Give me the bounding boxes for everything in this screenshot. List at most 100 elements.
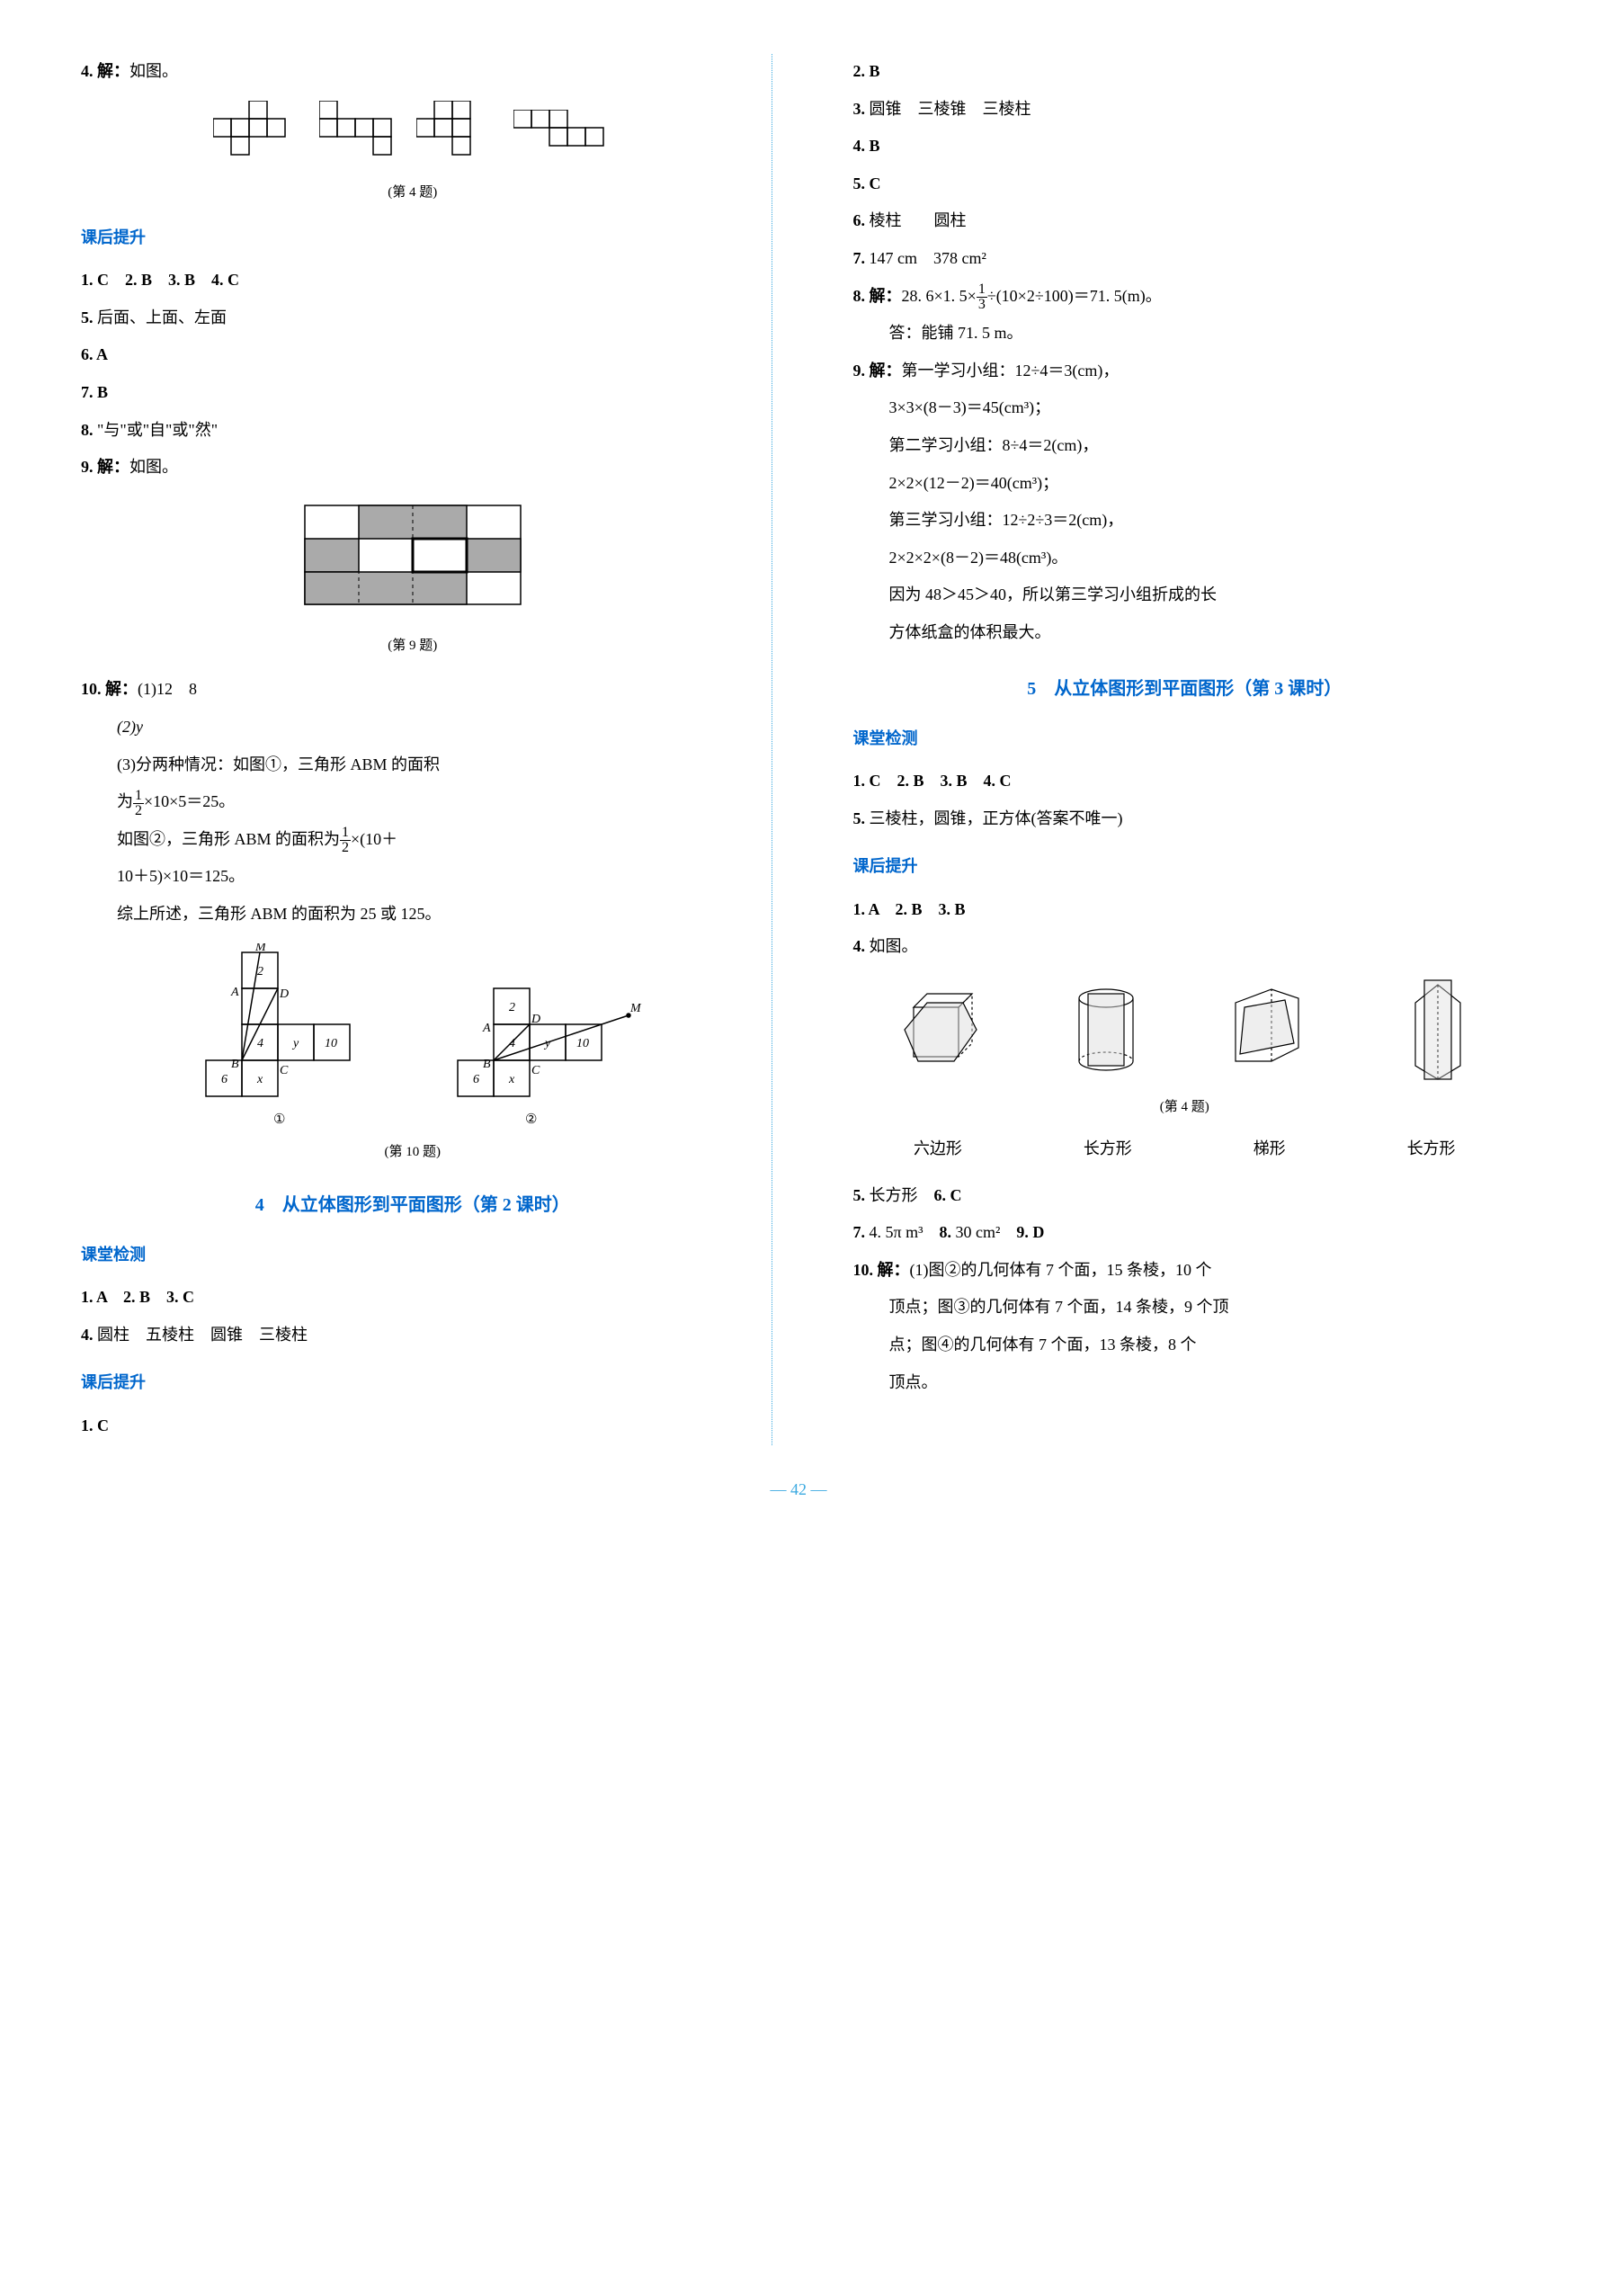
s4-l1: 1. A 2. B 3. C xyxy=(81,1280,745,1316)
s5-h4-text: 如图。 xyxy=(870,937,918,955)
s4-l4: 4. 圆柱 五棱柱 圆锥 三棱柱 xyxy=(81,1318,745,1353)
page-content: 4. 解：如图。 xyxy=(81,54,1516,1445)
r3: 3. 圆锥 三棱锥 三棱柱 xyxy=(853,92,1517,128)
net-svg-3 xyxy=(416,101,497,173)
l8-text: "与"或"自"或"然" xyxy=(97,421,218,439)
r3-label: 3. xyxy=(853,100,870,118)
svg-text:y: y xyxy=(291,1037,299,1050)
r9-f: 2×2×2×(8－2)＝48(cm³)。 xyxy=(853,540,1517,576)
r8: 8. 解：28. 6×1. 5×13÷(10×2÷100)＝71. 5(m)。 xyxy=(853,279,1517,315)
q4-figure: (第 4 题) xyxy=(81,101,745,208)
s5-h10: 10. 解：(1)图②的几何体有 7 个面，15 条棱，10 个 xyxy=(853,1253,1517,1289)
s4-h1: 1. C xyxy=(81,1408,745,1444)
left-column: 4. 解：如图。 xyxy=(81,54,772,1445)
r9: 9. 解：第一学习小组：12÷4＝3(cm)， xyxy=(853,353,1517,389)
svg-text:A: A xyxy=(482,1022,491,1035)
q4r-figure: (第 4 题) 六边形 长方形 梯形 长方形 xyxy=(853,976,1517,1167)
svg-text:B: B xyxy=(231,1058,239,1071)
r7-text: 147 cm 378 cm² xyxy=(870,249,986,267)
svg-text:D: D xyxy=(279,987,289,1001)
page-number: — 42 — xyxy=(81,1472,1516,1508)
svg-text:M: M xyxy=(629,1002,642,1015)
l10-3e: 综上所述，三角形 ABM 的面积为 25 或 125。 xyxy=(81,897,745,933)
r9-g: 因为 48＞45＞40，所以第三学习小组折成的长 xyxy=(853,577,1517,613)
svg-text:4: 4 xyxy=(257,1037,263,1050)
s5-l5-text: 三棱柱，圆锥，正方体(答案不唯一) xyxy=(870,809,1123,827)
sub-head-3: 课后提升 xyxy=(81,1365,745,1401)
r8-label: 8. 解： xyxy=(853,287,902,305)
q9-caption: (第 9 题) xyxy=(81,631,745,661)
l9-label: 9. 解： xyxy=(81,458,129,476)
svg-text:2: 2 xyxy=(257,965,263,978)
s5-h7-text: 4. 5π m³ xyxy=(870,1223,940,1241)
circle-1: ① xyxy=(273,1112,285,1127)
cross-svg-2: M A B C D 2 4 y 10 6 x ② xyxy=(422,943,656,1132)
l10-3b: 为12×10×5＝25。 xyxy=(81,784,745,820)
r9-d: 2×2×(12－2)＝40(cm³)； xyxy=(853,466,1517,502)
r5: 5. C xyxy=(853,166,1517,202)
s5-h5-label: 5. xyxy=(853,1186,870,1204)
r2: 2. B xyxy=(853,54,1517,90)
l5-text: 后面、上面、左面 xyxy=(97,308,227,326)
l10-1: (1)12 8 xyxy=(138,680,197,698)
s5-h4-label: 4. xyxy=(853,937,870,955)
l8-label: 8. xyxy=(81,421,97,439)
net-svg-1 xyxy=(213,101,303,173)
l9-text: 如图。 xyxy=(129,458,178,476)
s5-h8-label: 8. xyxy=(940,1223,956,1241)
r9-b: 3×3×(8－3)＝45(cm³)； xyxy=(853,390,1517,426)
l1: 1. C 2. B 3. B 4. C xyxy=(81,263,745,299)
right-column: 2. B 3. 圆锥 三棱锥 三棱柱 4. B 5. C 6. 棱柱 圆柱 7.… xyxy=(826,54,1517,1445)
shape-rect xyxy=(1393,976,1483,1084)
section-4-head: 4 从立体图形到平面图形（第 2 课时） xyxy=(81,1185,745,1225)
r9-a: 第一学习小组：12÷4＝3(cm)， xyxy=(902,362,1120,380)
r6-text: 棱柱 圆柱 xyxy=(870,211,967,229)
s5-h10-label: 10. 解： xyxy=(853,1261,910,1279)
q10-figure: M A B C D 2 4 y 10 6 x ① xyxy=(81,943,745,1167)
s5-l5: 5. 三棱柱，圆锥，正方体(答案不唯一) xyxy=(853,801,1517,837)
s5-h5-6: 5. 长方形 6. C xyxy=(853,1178,1517,1214)
svg-text:B: B xyxy=(483,1058,491,1071)
r6: 6. 棱柱 圆柱 xyxy=(853,203,1517,239)
r9-label: 9. 解： xyxy=(853,362,902,380)
l10: 10. 解：(1)12 8 xyxy=(81,672,745,708)
r7-label: 7. xyxy=(853,249,870,267)
svg-text:2: 2 xyxy=(509,1001,515,1014)
q4-caption: (第 4 题) xyxy=(81,178,745,208)
svg-text:A: A xyxy=(230,986,239,999)
s5-h1: 1. A 2. B 3. B xyxy=(853,892,1517,928)
shape-label-3: 梯形 xyxy=(1254,1131,1286,1167)
circle-2: ② xyxy=(525,1112,537,1127)
svg-text:4: 4 xyxy=(509,1037,515,1050)
r8-b: 答：能铺 71. 5 m。 xyxy=(853,316,1517,352)
sub-head-2: 课堂检测 xyxy=(81,1237,745,1273)
l7: 7. B xyxy=(81,375,745,411)
s5-h9: 9. D xyxy=(1016,1223,1044,1241)
svg-text:D: D xyxy=(531,1013,540,1026)
sub-c2: 课后提升 xyxy=(853,849,1517,885)
l10-label: 10. 解： xyxy=(81,680,138,698)
s5-h8-text: 30 cm² xyxy=(956,1223,1017,1241)
l10-3d: 10＋5)×10＝125。 xyxy=(81,859,745,895)
q4-text: 如图。 xyxy=(129,62,178,80)
svg-text:x: x xyxy=(508,1073,515,1086)
s5-h10-a: (1)图②的几何体有 7 个面，15 条棱，10 个 xyxy=(910,1261,1212,1279)
q10-caption: (第 10 题) xyxy=(81,1138,745,1167)
s4-l4-label: 4. xyxy=(81,1326,97,1344)
s5-h10-d: 顶点。 xyxy=(853,1365,1517,1401)
s5-h5-text: 长方形 xyxy=(870,1186,934,1204)
svg-text:6: 6 xyxy=(473,1073,479,1086)
svg-text:10: 10 xyxy=(576,1037,589,1050)
r6-label: 6. xyxy=(853,211,870,229)
shape-label-2: 长方形 xyxy=(1084,1131,1132,1167)
shape-label-1: 六边形 xyxy=(914,1131,962,1167)
svg-text:C: C xyxy=(280,1064,289,1077)
r7: 7. 147 cm 378 cm² xyxy=(853,241,1517,277)
r9-h: 方体纸盒的体积最大。 xyxy=(853,615,1517,651)
r3-text: 圆锥 三棱锥 三棱柱 xyxy=(870,100,1031,118)
q4-label: 4. 解： xyxy=(81,62,129,80)
s5-l5-label: 5. xyxy=(853,809,870,827)
shape-prism xyxy=(1218,980,1325,1079)
l5-label: 5. xyxy=(81,308,97,326)
q4: 4. 解：如图。 xyxy=(81,54,745,90)
